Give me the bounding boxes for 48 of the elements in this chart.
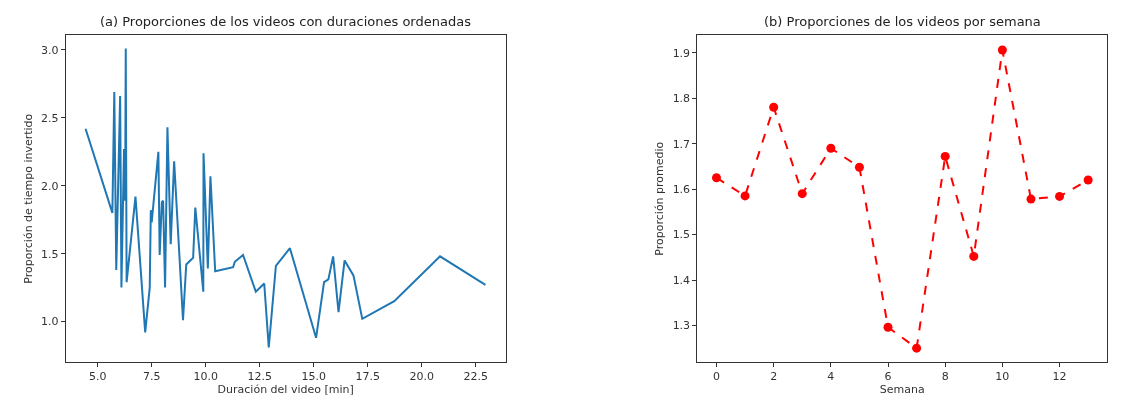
point (740, 191, 750, 201)
point (940, 151, 950, 161)
line-series (84, 47, 487, 349)
y-axis-title: Proporción promedio (653, 141, 667, 256)
point (854, 162, 864, 172)
x-tick-label: 8 (941, 370, 949, 384)
chart-title: (b) Proporciones de los videos por semana (764, 14, 1041, 29)
x-tick-label: 12 (1052, 370, 1067, 384)
y-tick-label: 2.0 (41, 179, 59, 193)
point (711, 173, 721, 183)
x-tick-label: 4 (827, 370, 835, 384)
point (797, 189, 807, 199)
y-tick-label: 1.7 (672, 137, 691, 151)
x-axis-title: Duración del video [min] (217, 383, 354, 397)
point (1083, 175, 1093, 185)
y-tick-label: 2.5 (41, 111, 59, 125)
y-tick-label: 1.5 (41, 247, 59, 261)
y-tick-label: 3.0 (41, 43, 59, 57)
y-axis-title: Proporción de tiempo invertido (21, 113, 35, 284)
x-tick-label: 10 (995, 370, 1010, 384)
x-tick-label: 22.5 (463, 370, 488, 384)
point (997, 45, 1007, 55)
x-tick-label: 17.5 (355, 370, 380, 384)
point (912, 343, 922, 353)
chart-title: (a) Proporciones de los videos con duraciones ordenadas (100, 14, 472, 29)
y-tick-label: 1.3 (672, 319, 691, 333)
x-tick-label: 7.5 (142, 370, 161, 384)
x-tick-label: 15.0 (301, 370, 326, 384)
point (883, 322, 893, 332)
x-tick-label: 0 (712, 370, 720, 384)
x-tick-label: 20.0 (409, 370, 434, 384)
y-tick-label: 1.9 (672, 46, 691, 60)
point (1055, 191, 1065, 201)
x-tick-label: 5.0 (88, 370, 107, 384)
x-tick-label: 12.5 (247, 370, 272, 384)
point (826, 143, 836, 153)
y-tick-label: 1.5 (672, 228, 691, 242)
y-tick-label: 1.4 (672, 273, 691, 287)
point (969, 251, 979, 261)
point (1026, 194, 1036, 204)
y-tick-label: 1.8 (672, 92, 691, 106)
point (769, 102, 779, 112)
y-tick-label: 1.0 (41, 315, 59, 329)
x-tick-label: 2 (770, 370, 778, 384)
x-axis-title: Semana (879, 383, 925, 397)
x-tick-label: 6 (884, 370, 892, 384)
y-tick-label: 1.6 (672, 182, 691, 196)
x-tick-label: 10.0 (193, 370, 218, 384)
